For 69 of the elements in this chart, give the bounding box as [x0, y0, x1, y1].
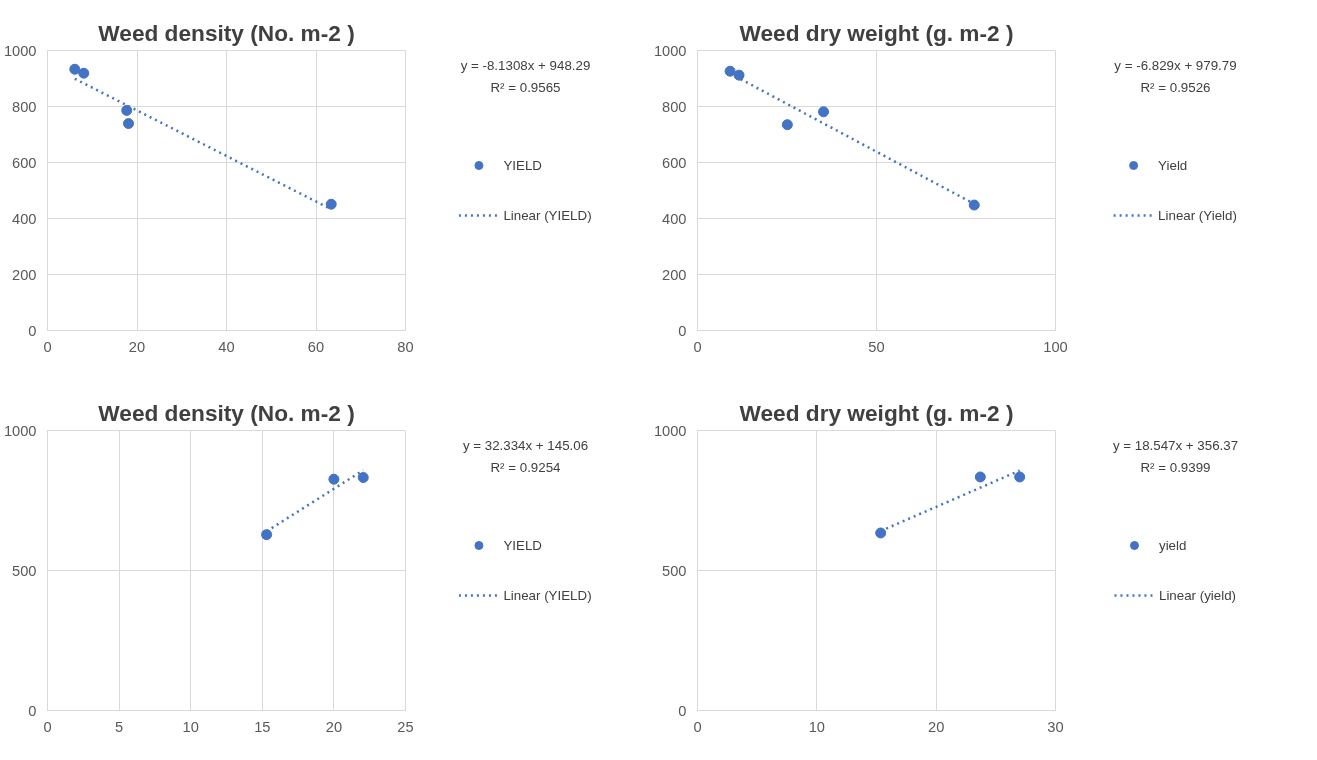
- x-tick-label: 20: [128, 338, 146, 355]
- point: [781, 119, 793, 131]
- x-tick-label: 20: [928, 718, 945, 735]
- x-tick-label: 20: [325, 718, 343, 735]
- legend-label: Linear (Yield): [1158, 207, 1237, 223]
- point: [123, 118, 134, 130]
- y-tick-label: 1000: [653, 422, 687, 439]
- y-tick-label: 800: [662, 98, 687, 115]
- x-tick-label: 0: [693, 338, 702, 355]
- point: [69, 63, 81, 75]
- x-tick-label: 60: [307, 338, 325, 355]
- legend-label: Linear (YIELD): [503, 207, 592, 223]
- legend-label: Linear (yield): [1158, 587, 1237, 603]
- chart-title: Weed density (No. m-2 ): [98, 19, 355, 46]
- y-tick-label: 1000: [653, 42, 687, 59]
- point: [818, 106, 830, 118]
- legend-label: yield: [1158, 537, 1187, 553]
- text: y = -8.1308x + 948.29: [460, 57, 591, 73]
- x-tick-label: 80: [397, 338, 414, 355]
- y-tick-label: 0: [678, 702, 687, 719]
- chart-title: Weed dry weight (g. m-2 ): [739, 19, 1014, 46]
- point: [78, 67, 90, 79]
- x-tick-label: 0: [43, 338, 52, 355]
- text: R² = 0.9399: [1140, 460, 1211, 476]
- y-tick-label: 1000: [3, 422, 37, 439]
- x-tick-label: 100: [1043, 338, 1068, 355]
- y-tick-label: 0: [28, 322, 37, 339]
- legend-label: YIELD: [503, 157, 542, 173]
- text: R² = 0.9526: [1140, 80, 1211, 96]
- y-tick-label: 500: [662, 562, 687, 579]
- x-tick-label: 40: [218, 338, 235, 355]
- legend-label: YIELD: [503, 537, 542, 553]
- x-tick-label: 25: [397, 718, 414, 735]
- y-tick-label: 800: [12, 98, 37, 115]
- x-tick-label: 10: [182, 718, 199, 735]
- point: [121, 104, 133, 116]
- point: [357, 472, 369, 484]
- x-tick-label: 5: [115, 718, 124, 735]
- y-tick-label: 0: [678, 322, 687, 339]
- point: [724, 65, 736, 77]
- x-tick-label: 0: [43, 718, 52, 735]
- y-tick-label: 400: [12, 210, 37, 227]
- text: y = 32.334x + 145.06: [462, 437, 589, 453]
- x-tick-label: 15: [254, 718, 271, 735]
- point: [325, 198, 337, 210]
- point: [328, 473, 340, 485]
- text: y = -6.829x + 979.79: [1114, 57, 1237, 73]
- text: R² = 0.9254: [490, 460, 562, 476]
- text: y = 18.547x + 356.37: [1112, 437, 1239, 453]
- chart-title: Weed dry weight (g. m-2 ): [739, 399, 1014, 426]
- y-tick-label: 600: [12, 154, 37, 171]
- y-tick-label: 400: [662, 210, 687, 227]
- legend-label: Yield: [1158, 157, 1188, 173]
- x-tick-label: 0: [693, 718, 702, 735]
- point: [261, 529, 273, 541]
- y-tick-label: 200: [12, 266, 37, 283]
- point: [733, 69, 745, 81]
- y-tick-label: 500: [12, 562, 37, 579]
- y-tick-label: 1000: [3, 42, 37, 59]
- y-tick-label: 0: [28, 702, 37, 719]
- x-tick-label: 10: [808, 718, 825, 735]
- point: [968, 199, 980, 211]
- chart-title: Weed density (No. m-2 ): [98, 399, 355, 426]
- y-tick-label: 200: [662, 266, 687, 283]
- text: R² = 0.9565: [490, 80, 561, 96]
- x-tick-label: 30: [1047, 718, 1064, 735]
- y-tick-label: 600: [662, 154, 687, 171]
- legend-label: Linear (YIELD): [503, 587, 592, 603]
- x-tick-label: 50: [868, 338, 885, 355]
